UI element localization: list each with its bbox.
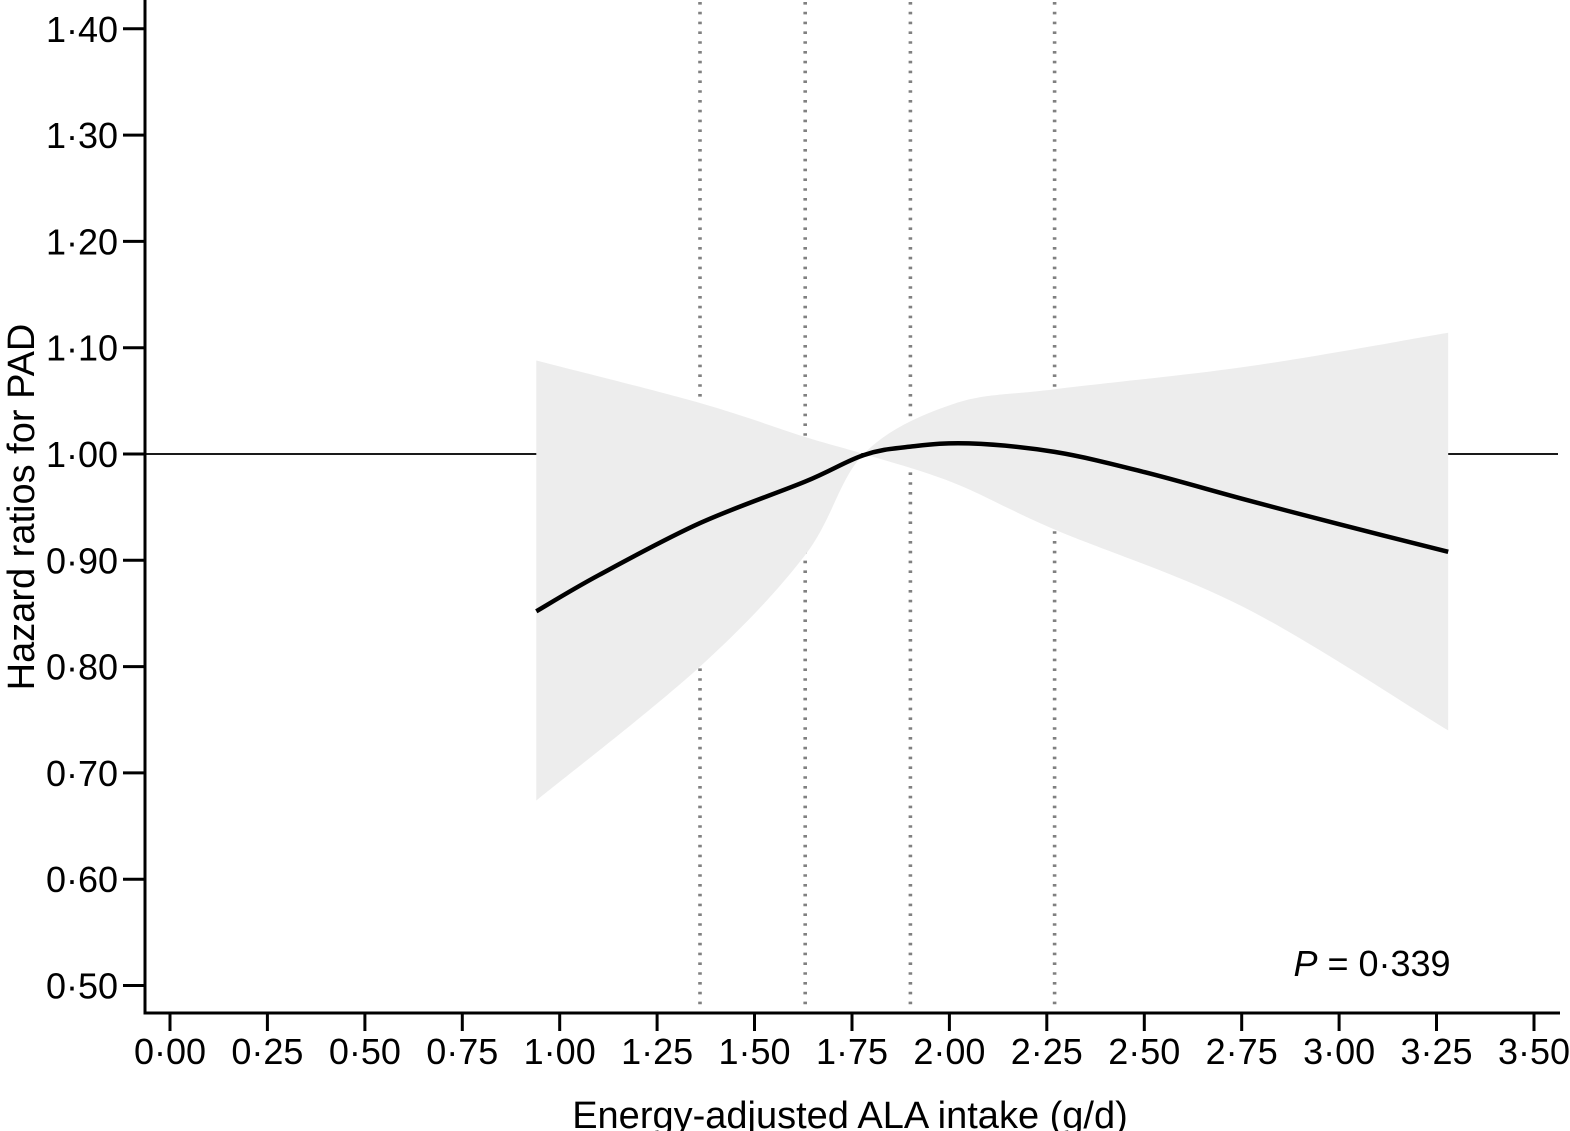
hazard-ratio-curve [535,440,1449,614]
x-tick-label: 2·50 [1108,1031,1180,1072]
quintile-dotted-lines [698,2,1057,1011]
y-tick-label: 1·00 [46,434,118,475]
x-tick-label: 3·50 [1498,1031,1570,1072]
y-tick-label: 1·30 [46,115,118,156]
x-tick-label: 1·50 [718,1031,790,1072]
y-tick-label: 0·60 [46,859,118,900]
x-tick-label: 1·00 [524,1031,596,1072]
p-symbol: P [1293,943,1317,984]
tick-layer: 0·00 0·25 0·50 0·75 1·00 1·25 1·50 1·75 2·00 2·25… [46,9,1570,1072]
x-tick-label: 2·25 [1011,1031,1083,1072]
y-tick-label: 1·10 [46,328,118,369]
x-tick-label: 0·50 [329,1031,401,1072]
p-value-annotation: P = 0·339 [1293,943,1450,984]
x-tick-label: 1·25 [621,1031,693,1072]
y-tick-label: 1·40 [46,9,118,50]
x-tick-label: 2·00 [913,1031,985,1072]
x-tick-label: 0·75 [426,1031,498,1072]
spline-curve-layer [535,440,1449,614]
x-tick-label: 0·25 [231,1031,303,1072]
x-tick-label: 2·75 [1206,1031,1278,1072]
x-tick-label: 1·75 [816,1031,888,1072]
confidence-band-layer [536,332,1449,801]
p-value-text: = 0·339 [1317,943,1450,984]
x-tick-label: 3·00 [1303,1031,1375,1072]
y-tick-label: 0·70 [46,753,118,794]
y-tick-label: 0·80 [46,647,118,688]
x-tick-label: 3·25 [1400,1031,1472,1072]
y-tick-label: 1·20 [46,221,118,262]
y-tick-label: 0·50 [46,966,118,1007]
confidence-band [536,332,1449,801]
x-axis-title: Energy-adjusted ALA intake (g/d) [572,1095,1128,1131]
y-tick-label: 0·90 [46,540,118,581]
x-tick-label: 0·00 [134,1031,206,1072]
y-axis-title: Hazard ratios for PAD [1,324,43,691]
